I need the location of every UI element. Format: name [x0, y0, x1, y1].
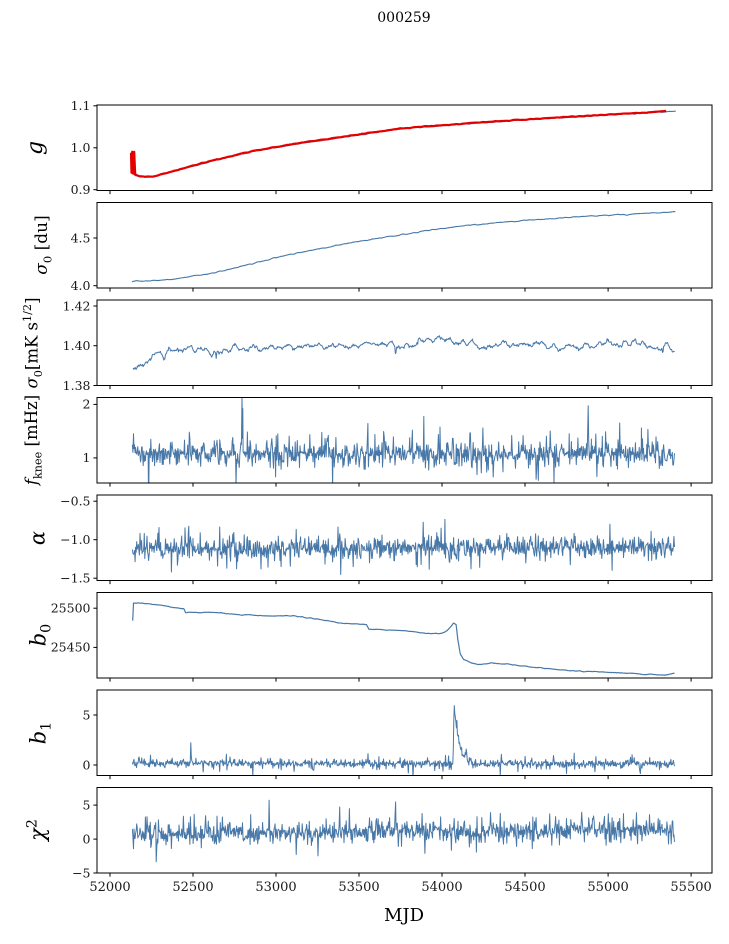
- y-axis-label-segment: 1/2: [20, 303, 34, 322]
- subplot-alpha: −0.5 −1.0 −1.5: [60, 494, 713, 586]
- y-tick-label: 4.0: [71, 278, 91, 293]
- y-tick-label: −0.5: [60, 494, 90, 509]
- y-axis-label-alpha: α: [25, 530, 50, 545]
- y-tick-label: −1.0: [60, 532, 90, 547]
- y-tick-label: 0: [83, 831, 91, 846]
- figure-title: 000259: [377, 10, 431, 26]
- y-tick-label: 1: [83, 450, 91, 465]
- series-g-red: [129, 109, 667, 178]
- subplot-sigma0-du-frame: [96, 202, 713, 289]
- series-chi2: [131, 799, 675, 863]
- y-axis-label-segment: [du]: [32, 215, 53, 257]
- x-axis-label: MJD: [383, 905, 425, 926]
- series-sigma0-mK: [132, 335, 675, 370]
- y-tick-label: 4.5: [71, 230, 91, 245]
- y-tick-label: 1.40: [63, 338, 91, 353]
- y-tick-label: −1.5: [60, 571, 90, 586]
- subplot-g: 0.9 1.0 1.1: [71, 98, 713, 197]
- y-axis-label-segment: knee: [31, 451, 45, 480]
- y-axis-label-segment: 0: [40, 256, 55, 264]
- y-axis-label-segment: [mHz]: [22, 395, 42, 452]
- y-axis-label-segment: 0: [31, 369, 45, 377]
- y-tick-label: 5: [83, 797, 91, 812]
- series-fknee: [131, 397, 675, 483]
- subplot-b1-frame: [96, 689, 713, 776]
- x-tick-label: 52500: [172, 880, 213, 895]
- series-b1: [131, 705, 675, 776]
- x-tick-label: 53500: [338, 880, 379, 895]
- y-tick-label: 1.0: [71, 140, 91, 155]
- y-tick-label: 0: [83, 757, 91, 772]
- y-axis-label-segment: σ: [22, 377, 42, 389]
- y-axis-label-fknee: fknee [mHz]: [22, 395, 45, 486]
- y-tick-label: 2: [83, 397, 91, 412]
- y-axis-label-segment: χ: [25, 828, 50, 842]
- x-tick-label: 54000: [421, 880, 462, 895]
- y-axis-label-segment: 2: [24, 819, 41, 829]
- y-axis-label-segment: b: [26, 730, 51, 745]
- subplot-sigma0-mK-frame: [96, 299, 713, 386]
- y-axis-label-sigma0-mK: σ0[mK s1/2]: [20, 297, 45, 389]
- y-axis-label-segment: 0: [38, 623, 55, 634]
- subplot-b0: 25450 25500: [51, 592, 713, 682]
- y-axis-label-segment: 1: [38, 721, 55, 731]
- y-axis-label-b1: b1: [26, 721, 55, 745]
- subplot-g-frame: [96, 104, 713, 191]
- x-tick-label: 52000: [89, 880, 130, 895]
- y-axis-label-segment: σ: [32, 263, 53, 275]
- series-b0: [132, 602, 675, 676]
- y-tick-label: 25500: [51, 601, 91, 616]
- x-tick-label: 55000: [587, 880, 628, 895]
- x-tick-label: 54500: [504, 880, 545, 895]
- y-tick-label: 1.1: [71, 98, 91, 113]
- y-axis-label-segment: [mK s: [22, 321, 42, 370]
- y-axis-label-sigma0-du: σ0 [du]: [32, 215, 55, 275]
- subplot-chi2-frame: [96, 787, 713, 874]
- series-sigma0-du: [131, 210, 676, 283]
- series-alpha: [131, 518, 675, 575]
- subplot-sigma0-du: 4.0 4.5: [71, 202, 713, 293]
- y-tick-label: 5: [83, 707, 91, 722]
- y-axis-label-g: g: [23, 140, 48, 155]
- y-axis-label-b0: b0: [26, 623, 55, 647]
- y-axis-label-segment: f: [22, 479, 42, 486]
- y-axis-label-chi2: χ2: [24, 819, 50, 842]
- y-tick-label: 1.38: [63, 378, 91, 393]
- subplot-alpha-frame: [96, 494, 713, 581]
- y-tick-label: −5: [72, 865, 90, 880]
- y-tick-label: 0.9: [71, 182, 91, 197]
- subplot-b0-frame: [96, 592, 713, 679]
- series-g-blue: [131, 110, 676, 178]
- y-axis-label-segment: g: [23, 140, 48, 155]
- subplot-b1: 05: [83, 689, 713, 780]
- subplot-fknee-frame: [96, 397, 713, 484]
- subplot-sigma0-mK: 1.38 1.40 1.42: [63, 298, 713, 393]
- x-tick-label: 53000: [255, 880, 296, 895]
- subplot-fknee: 12: [83, 397, 713, 487]
- y-axis-label-segment: α: [25, 530, 50, 545]
- y-axis-label-segment: b: [26, 633, 51, 647]
- x-tick-label: 55500: [670, 880, 711, 895]
- y-tick-label: 1.42: [63, 298, 91, 313]
- subplot-chi2: −5 0 5: [72, 787, 713, 880]
- y-tick-label: 25450: [51, 640, 91, 655]
- y-axis-label-segment: ]: [22, 297, 42, 304]
